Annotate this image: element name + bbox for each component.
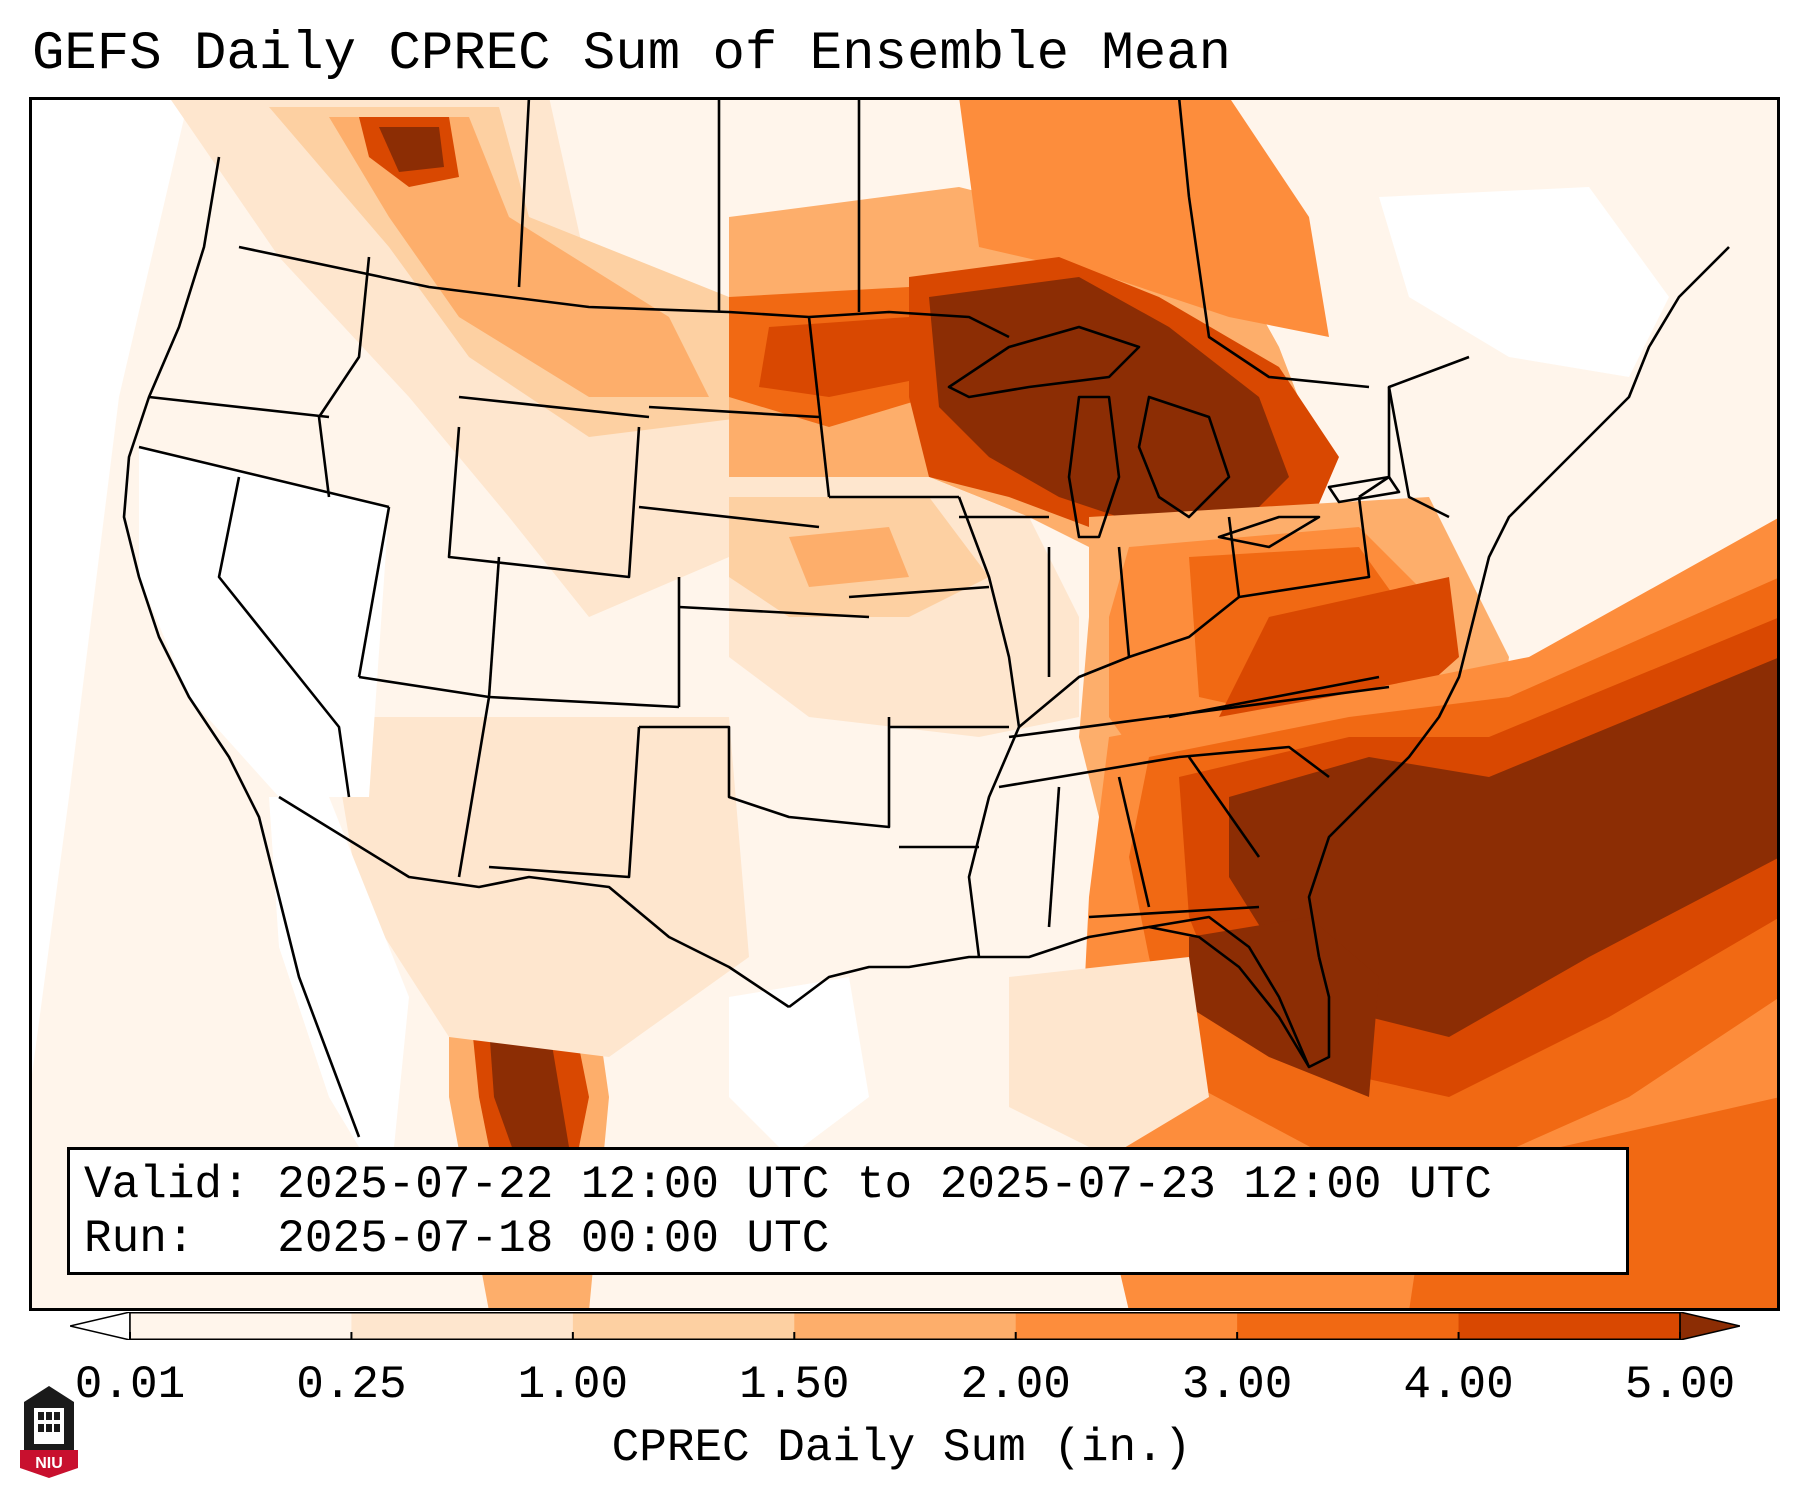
run-value: 2025-07-18 00:00 UTC bbox=[277, 1213, 830, 1265]
canada-province-border bbox=[517, 97, 861, 312]
lake-erie bbox=[1217, 515, 1321, 549]
lake-ontario bbox=[1327, 475, 1401, 504]
precip-area-west-light bbox=[169, 97, 729, 617]
state-border-ny bbox=[1358, 355, 1470, 499]
colorbar-tick-label: 0.25 bbox=[296, 1359, 407, 1411]
colorbar bbox=[70, 1312, 1740, 1340]
colorbar-label: CPREC Daily Sum (in.) bbox=[611, 1422, 1192, 1474]
precipitation-map bbox=[29, 97, 1780, 1311]
dry-area-texas-coast bbox=[729, 977, 869, 1157]
precip-area-dakotas-max bbox=[759, 317, 929, 397]
state-border-mt-wy bbox=[458, 395, 650, 419]
valid-value: 2025-07-22 12:00 UTC to 2025-07-23 12:00… bbox=[277, 1159, 1492, 1211]
state-border-id bbox=[317, 256, 371, 498]
dry-area-quebec bbox=[1379, 187, 1669, 377]
colorbar-tick-label: 1.50 bbox=[739, 1359, 850, 1411]
state-border-ut-co bbox=[487, 556, 501, 698]
domain-edge-left bbox=[29, 97, 189, 1097]
colorbar-segment bbox=[1237, 1312, 1460, 1340]
precip-area-montana-core bbox=[379, 127, 444, 172]
state-border-va-nc bbox=[1168, 675, 1380, 719]
us-mexico-border bbox=[278, 795, 790, 1009]
valid-time-line: Valid: 2025-07-22 12:00 UTC to 2025-07-2… bbox=[84, 1158, 1492, 1212]
state-border-nv-ut bbox=[357, 506, 391, 678]
precip-area-southwest-light bbox=[329, 717, 749, 1057]
lake-michigan bbox=[1067, 395, 1121, 539]
precip-area-gulf-mid bbox=[1009, 957, 1209, 1157]
state-border-sc-ga bbox=[1187, 756, 1261, 858]
state-border-ms-al bbox=[1047, 786, 1061, 928]
colorbar-segment bbox=[130, 1312, 352, 1340]
state-border-canada-east bbox=[1187, 196, 1370, 389]
domain-edge-right bbox=[1569, 97, 1780, 617]
state-border-wy bbox=[447, 426, 641, 579]
colorbar-tick-label: 1.00 bbox=[517, 1359, 629, 1411]
state-border-ontario-quebec bbox=[1177, 97, 1191, 198]
colorbar-tick-label: 5.00 bbox=[1624, 1359, 1736, 1411]
east-coastline bbox=[1307, 246, 1730, 958]
state-border-ks-ne bbox=[678, 605, 870, 619]
state-border-nm-tx bbox=[488, 726, 641, 879]
state-border-tn-south bbox=[998, 755, 1180, 789]
state-border-ne-sd bbox=[638, 505, 820, 529]
state-border-wa-or bbox=[148, 395, 330, 419]
florida-coast bbox=[1148, 915, 1311, 1068]
state-border-nd-mn bbox=[807, 316, 831, 498]
boundaries bbox=[122, 97, 1730, 1138]
colorbar-tick-label: 2.00 bbox=[960, 1359, 1071, 1411]
state-border-ut-az bbox=[358, 675, 490, 699]
state-border-nc-sc bbox=[1178, 745, 1330, 779]
lake-huron bbox=[1137, 395, 1231, 519]
state-border-new-england bbox=[1387, 386, 1450, 519]
dry-area-baja bbox=[269, 797, 409, 1197]
state-border-ga-fl bbox=[1088, 905, 1260, 919]
map-frame-border bbox=[29, 97, 1780, 1311]
niu-logo: NIU bbox=[20, 1386, 78, 1478]
precip-area-northern-rockies-med bbox=[329, 117, 709, 397]
logo-text: NIU bbox=[35, 1455, 63, 1472]
colorbar-over-arrow bbox=[1679, 1312, 1740, 1340]
colorbar-under-arrow bbox=[70, 1312, 131, 1340]
colorbar-segment bbox=[1458, 1312, 1681, 1340]
state-border-az-nm bbox=[457, 696, 491, 878]
precip-area-southeast-core bbox=[1229, 657, 1780, 1037]
state-border-or-ca bbox=[138, 445, 390, 509]
state-border-in-oh bbox=[1117, 546, 1131, 658]
precip-area-kansas-spot bbox=[789, 527, 909, 587]
colorbar-segment bbox=[572, 1312, 795, 1340]
state-border-ohio-river bbox=[1018, 595, 1240, 728]
state-border-ok bbox=[639, 717, 891, 829]
colorbar-tick-label: 3.00 bbox=[1181, 1359, 1293, 1411]
page-title: GEFS Daily CPREC Sum of Ensemble Mean bbox=[32, 24, 1231, 85]
state-border-ca-nv bbox=[217, 476, 351, 798]
precip-area-mexico-sierra-core bbox=[489, 1027, 569, 1167]
west-coastline bbox=[122, 156, 361, 1138]
colorbar-segment bbox=[1015, 1312, 1238, 1340]
colorbar-segment bbox=[794, 1312, 1017, 1340]
state-border-co-nm bbox=[488, 695, 680, 709]
valid-label: Valid: bbox=[84, 1159, 250, 1211]
colorbar-tick-label: 0.01 bbox=[74, 1359, 186, 1411]
state-border-ia-mo bbox=[848, 585, 990, 599]
run-label: Run: bbox=[84, 1213, 195, 1265]
state-border-pa bbox=[1227, 496, 1371, 599]
colorbar-segment bbox=[351, 1312, 574, 1340]
run-time-line: Run: 2025-07-18 00:00 UTC bbox=[84, 1212, 829, 1266]
lake-superior bbox=[947, 325, 1141, 399]
info-box: Valid: 2025-07-22 12:00 UTC to 2025-07-2… bbox=[67, 1147, 1629, 1275]
precip-area-canada-med bbox=[959, 97, 1329, 337]
colorbar-tick-label: 4.00 bbox=[1403, 1359, 1514, 1411]
us-canada-border bbox=[238, 245, 1010, 339]
state-border-sd-nd bbox=[648, 405, 820, 419]
state-border-al-ga bbox=[1117, 776, 1151, 908]
colorbar-outline bbox=[129, 1312, 1681, 1340]
